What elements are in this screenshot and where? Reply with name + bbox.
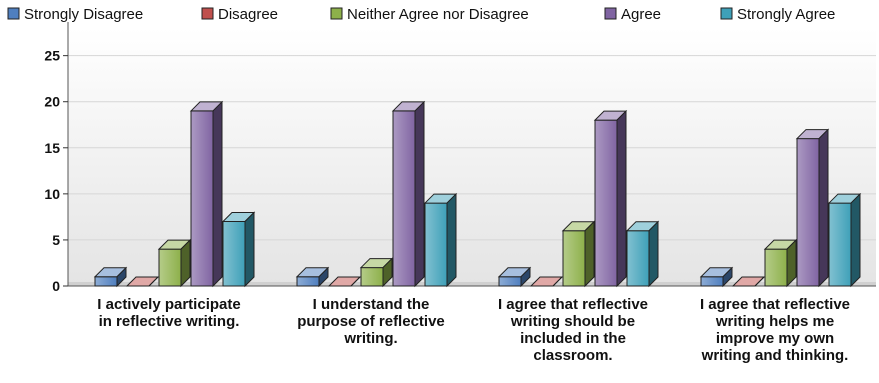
legend-item: Neither Agree nor Disagree: [330, 6, 529, 23]
x-category-label: I agree that reflective writing helps me i…: [700, 296, 850, 364]
y-tick-label: 25: [44, 48, 60, 64]
bar: [327, 276, 362, 287]
bar: [391, 100, 426, 288]
bar: [561, 220, 596, 288]
legend-swatch: [604, 7, 617, 20]
y-tick-label: 0: [52, 278, 60, 294]
legend-swatch: [330, 7, 343, 20]
y-tick-label: 10: [44, 186, 60, 202]
bar: [699, 266, 734, 288]
legend-label: Strongly Agree: [737, 6, 835, 23]
legend-swatch: [201, 7, 214, 20]
x-category-label: I actively participate in reflective writ…: [97, 296, 240, 330]
legend: Strongly Disagree Disagree Neither Agree n…: [7, 6, 835, 23]
y-axis-ticks: 0 5 10 15 20 25: [44, 48, 68, 294]
x-axis-categories: I actively participate in reflective writ…: [97, 296, 850, 364]
legend-label: Agree: [621, 6, 661, 23]
x-category-label: I agree that reflective writing should be…: [498, 296, 648, 364]
bar: [93, 266, 128, 288]
legend-item: Strongly Agree: [720, 6, 835, 23]
legend-swatch: [720, 7, 733, 20]
bar: [423, 192, 458, 288]
bar: [125, 276, 160, 287]
x-category-label: I understand the purpose of reflective wri…: [297, 296, 445, 347]
legend-item: Agree: [604, 6, 661, 23]
bar: [827, 192, 862, 288]
y-tick-label: 20: [44, 94, 60, 110]
bar: [795, 128, 830, 288]
bar: [763, 238, 798, 288]
bar: [189, 100, 224, 288]
bar: [221, 211, 256, 288]
legend-label: Disagree: [218, 6, 278, 23]
legend-item: Disagree: [201, 6, 278, 23]
legend-label: Strongly Disagree: [24, 6, 143, 23]
legend-label: Neither Agree nor Disagree: [347, 6, 529, 23]
legend-swatch: [7, 7, 20, 20]
bar: [529, 276, 564, 287]
legend-item: Strongly Disagree: [7, 6, 143, 23]
bar: [731, 276, 766, 287]
y-tick-label: 5: [52, 232, 60, 248]
bar: [295, 266, 330, 288]
bar: [497, 266, 532, 288]
bars: [93, 100, 862, 288]
bar: [157, 238, 192, 288]
bar: [359, 257, 394, 288]
bar: [593, 109, 628, 288]
bar: [625, 220, 660, 288]
y-tick-label: 15: [44, 140, 60, 156]
